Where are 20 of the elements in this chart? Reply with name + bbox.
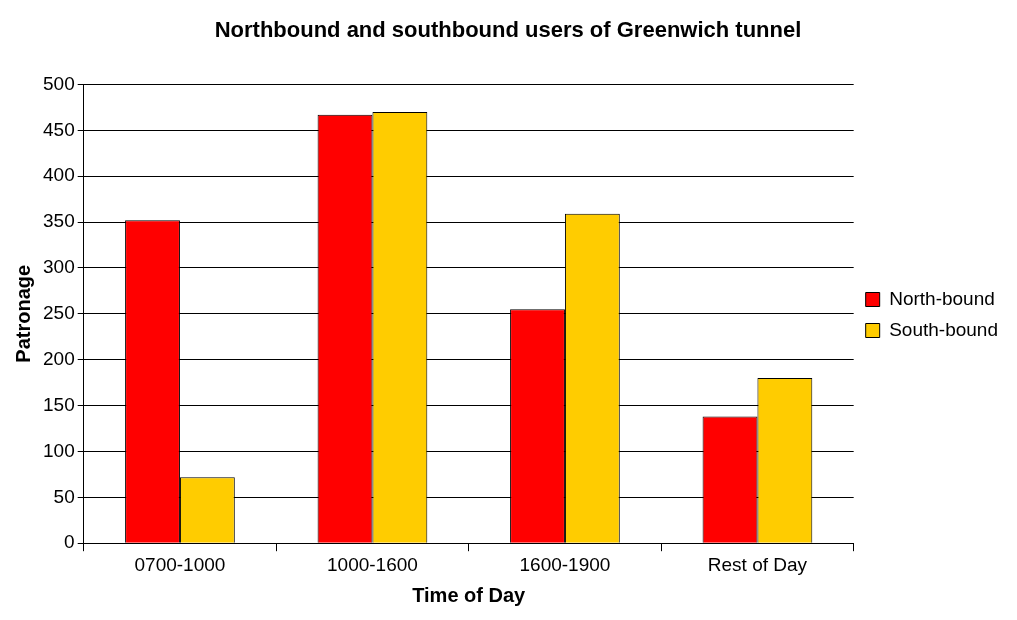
y-tick-label: 100 xyxy=(43,439,75,461)
y-tick-label: 0 xyxy=(64,531,75,553)
legend-label: North-bound xyxy=(889,287,995,309)
x-tick-label: 1000-1600 xyxy=(327,553,418,575)
x-tick-label: 0700-1000 xyxy=(134,553,226,575)
y-tick-label: 200 xyxy=(43,347,75,369)
y-tick-label: 350 xyxy=(43,210,75,232)
x-tick-label: 1600-1900 xyxy=(519,553,611,575)
y-tick-label: 50 xyxy=(53,485,75,507)
y-tick-label: 400 xyxy=(43,164,75,186)
y-tick-label: 300 xyxy=(43,256,75,278)
y-tick-label: 450 xyxy=(43,118,75,140)
legend-label: South-bound xyxy=(889,318,999,340)
y-tick-label: 500 xyxy=(43,72,75,94)
y-axis-title: Patronage xyxy=(11,264,34,363)
x-axis-title: Time of Day xyxy=(412,583,527,606)
chart-title: Northbound and southbound users of Greenwich tunnel xyxy=(214,17,802,43)
x-tick-label: Rest of Day xyxy=(707,553,808,575)
y-tick-label: 150 xyxy=(43,393,75,415)
y-tick-label: 250 xyxy=(43,302,75,324)
